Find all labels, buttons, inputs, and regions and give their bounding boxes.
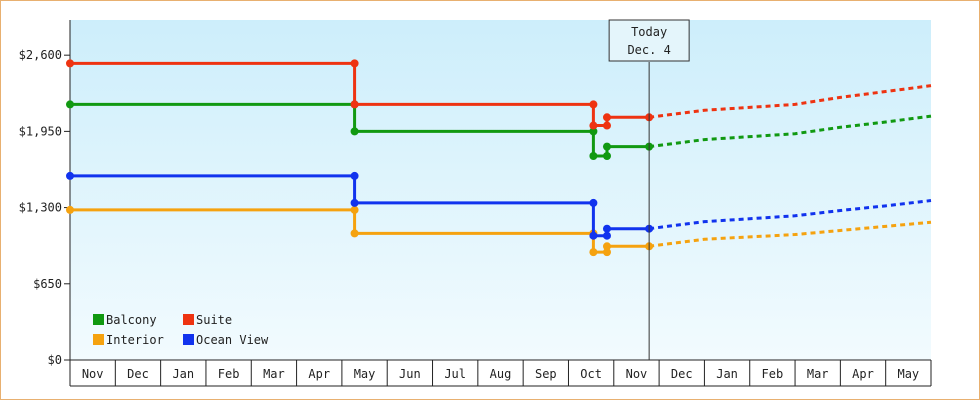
x-tick-label: May (897, 367, 919, 381)
data-point (350, 198, 359, 207)
data-point (602, 231, 611, 240)
x-tick-label: Dec (127, 367, 149, 381)
data-point (602, 248, 611, 257)
data-point (602, 242, 611, 251)
y-tick-label: $1,950 (19, 124, 62, 138)
data-point (66, 59, 74, 68)
forecast-line (648, 84, 932, 119)
y-tick-label: $2,600 (19, 48, 62, 62)
x-tick-label: Dec (671, 367, 693, 381)
data-point (602, 113, 611, 122)
legend-label: Interior (106, 333, 164, 347)
x-tick-label: Mar (263, 367, 285, 381)
x-tick-label: Jan (716, 367, 738, 381)
forecast-line (648, 220, 932, 248)
x-tick-label: Jul (444, 367, 466, 381)
legend-swatch (93, 334, 104, 345)
data-point (66, 100, 74, 109)
data-point (589, 198, 598, 207)
data-point (589, 127, 598, 136)
forecast-line (648, 114, 932, 149)
x-tick-label: Jun (399, 367, 421, 381)
x-tick-label: Apr (852, 367, 874, 381)
data-point (589, 121, 598, 130)
legend-label: Ocean View (196, 333, 269, 347)
data-point (602, 224, 611, 233)
data-point (589, 152, 598, 160)
x-tick-label: Sep (535, 367, 557, 381)
data-point (589, 231, 598, 240)
data-point (350, 205, 359, 214)
x-tick-label: Jan (172, 367, 194, 381)
legend-label: Balcony (106, 313, 157, 327)
data-point (589, 248, 598, 257)
x-tick-label: Mar (807, 367, 829, 381)
x-tick-label: Oct (580, 367, 602, 381)
data-point (350, 127, 359, 136)
x-tick-label: Feb (218, 367, 240, 381)
data-point (602, 142, 611, 151)
y-tick-label: $0 (48, 353, 62, 367)
data-point (350, 171, 359, 180)
data-point (350, 229, 359, 238)
legend-swatch (183, 334, 194, 345)
plot-area (70, 20, 931, 360)
data-point (66, 205, 74, 214)
data-point (350, 59, 359, 68)
x-tick-label: May (354, 367, 376, 381)
data-point (602, 121, 611, 130)
legend-label: Suite (196, 313, 232, 327)
x-tick-label: Nov (626, 367, 648, 381)
today-label: Today (631, 25, 667, 39)
data-point (66, 171, 74, 180)
data-point (589, 100, 598, 109)
data-point (602, 152, 611, 160)
today-date: Dec. 4 (627, 43, 670, 57)
today-box (608, 19, 690, 62)
x-tick-label: Apr (308, 367, 330, 381)
forecast-line (648, 199, 932, 231)
y-tick-label: $650 (33, 277, 62, 291)
y-tick-label: $1,300 (19, 201, 62, 215)
x-tick-label: Feb (762, 367, 784, 381)
x-tick-label: Aug (490, 367, 512, 381)
legend-swatch (93, 314, 104, 325)
data-point (350, 100, 359, 109)
legend-swatch (183, 314, 194, 325)
x-tick-label: Nov (82, 367, 104, 381)
